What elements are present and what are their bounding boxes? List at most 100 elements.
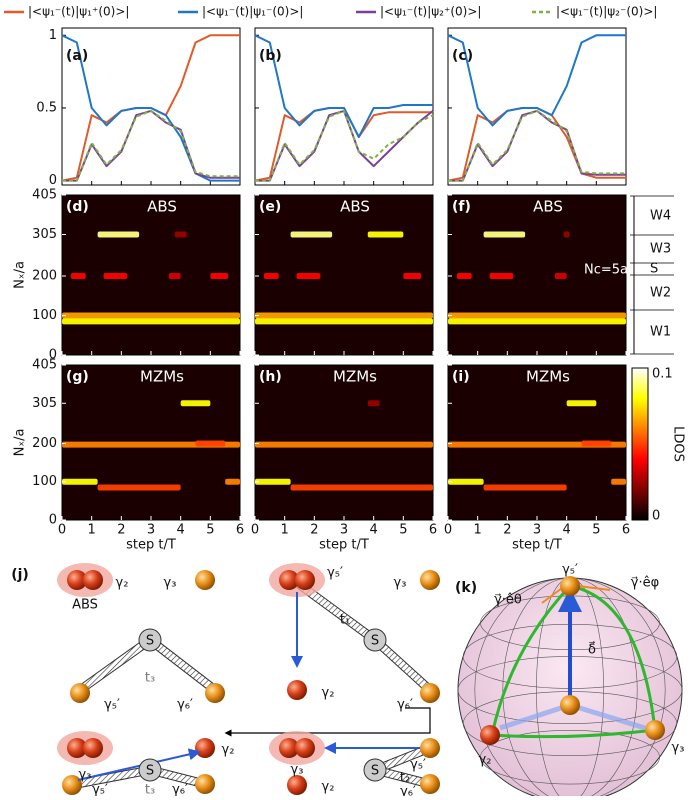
x-tick-label: 2	[310, 523, 318, 538]
sphere-label: (k)	[455, 580, 477, 596]
ldos-band	[367, 231, 404, 238]
x-tick-label: 5	[399, 523, 407, 538]
ldos-band	[403, 272, 422, 279]
y-tick-label: 305	[32, 227, 57, 242]
x-tick-label: 4	[177, 523, 185, 538]
y-tick-label: 1	[49, 28, 57, 43]
diagram-label: t₂	[400, 771, 410, 786]
ldos-band	[210, 272, 229, 279]
colorbar-tick-label: 0.1	[652, 367, 673, 382]
plot-frame	[447, 27, 627, 186]
ldos-band	[448, 312, 626, 319]
region-label: S	[650, 262, 658, 277]
nc-label: Nc=5a	[584, 263, 628, 278]
y-tick-label: 405	[32, 188, 57, 203]
diagram-label: γ₆′	[397, 698, 413, 713]
panel-label: (g)	[66, 369, 89, 385]
x-tick-label: 4	[370, 523, 378, 538]
diagram-label: γ₅′	[104, 698, 120, 713]
region-label: W1	[650, 325, 671, 340]
x-tick-label: 5	[206, 523, 214, 538]
ldos-band	[255, 441, 433, 448]
ldos-band	[97, 484, 181, 491]
ldos-band	[103, 272, 128, 279]
diagram-label: t₃	[145, 671, 155, 686]
ldos-band	[255, 318, 433, 325]
y-tick-label: 305	[32, 396, 57, 411]
rod-fill	[297, 582, 378, 643]
majorana-ball	[560, 576, 580, 596]
ldos-band	[456, 272, 472, 279]
diagram-label: γ₃	[79, 768, 92, 783]
majorana-ball	[195, 774, 215, 794]
sphere-label: δ⃗	[588, 641, 596, 657]
majorana-ball	[480, 725, 500, 745]
ldos-band	[70, 272, 86, 279]
panel-label: (b)	[259, 48, 282, 64]
diagram-label: γ₂	[116, 576, 129, 591]
legend-label: |<ψ₁⁻(t)|ψ₁⁻(0)>|	[202, 5, 303, 19]
y-tick-label: 100	[32, 308, 57, 323]
legend-label: |<ψ₁⁻(t)|ψ₁⁺(0)>|	[28, 5, 129, 19]
x-tick-label: 0	[251, 523, 259, 538]
panel-tag: ABS	[533, 198, 563, 216]
ldos-band	[180, 400, 211, 407]
ldos-band	[290, 484, 433, 491]
majorana-ball	[67, 570, 87, 590]
majorana-ball	[70, 683, 90, 703]
region-label: W4	[650, 209, 671, 224]
majorana-ball	[279, 738, 299, 758]
x-tick-label: 3	[147, 523, 155, 538]
majorana-ball	[205, 683, 225, 703]
ldos-band	[255, 478, 291, 485]
majorana-ball	[67, 738, 87, 758]
majorana-ball	[420, 570, 440, 590]
plot-frame	[61, 27, 241, 186]
series-line	[447, 34, 626, 127]
ldos-band	[62, 478, 98, 485]
x-tick-label: 3	[340, 523, 348, 538]
sphere-label: γ⃗·êθ	[494, 593, 522, 608]
panel-tag: MZMs	[140, 368, 184, 386]
diagram-label: γ₃	[394, 576, 407, 591]
majorana-ball	[83, 738, 103, 758]
rod-fill	[372, 637, 433, 693]
ldos-band	[448, 478, 484, 485]
heatmap-bg	[447, 194, 627, 356]
ldos-band	[581, 440, 612, 447]
series-line	[255, 109, 434, 182]
diagram-label: γ₂	[322, 780, 335, 795]
majorana-ball	[279, 570, 299, 590]
series-line	[254, 34, 433, 138]
panel-tag: MZMs	[333, 368, 377, 386]
x-tick-label: 2	[503, 523, 511, 538]
ldos-band	[263, 272, 279, 279]
ldos-band	[367, 400, 380, 407]
ephi-arrow	[577, 585, 611, 591]
diagram-label: γ₂	[222, 743, 235, 758]
panel-label: (e)	[259, 199, 281, 215]
panel-k: (k) γ₅′ γ₂ γ₃ γ⃗·êφ γ⃗·êθ δ⃗	[455, 563, 684, 800]
sphere-label: γ₂	[479, 753, 492, 768]
ldos-band	[195, 440, 226, 447]
ldos-band	[296, 272, 321, 279]
x-axis-label: step t/T	[512, 538, 562, 553]
x-tick-label: 1	[281, 523, 289, 538]
series-line	[448, 109, 626, 182]
majorana-ball	[195, 738, 215, 758]
x-axis-label: step t/T	[319, 538, 369, 553]
junction	[363, 628, 387, 652]
diagram-label: ABS	[72, 598, 98, 613]
junction-label: S	[146, 764, 154, 779]
exchange-arrow	[77, 748, 201, 781]
panel-label: (a)	[66, 48, 88, 64]
ldos-band	[566, 400, 597, 407]
legend-label: |<ψ₁⁻(t)|ψ₂⁺(0)>|	[380, 5, 481, 19]
y-tick-label: 100	[32, 474, 57, 489]
majorana-ball	[83, 570, 103, 590]
diagram-label: γ₃	[291, 763, 304, 778]
y-tick-label: 0	[49, 513, 57, 528]
diagram-label: γ₆′	[400, 785, 416, 797]
colorbar-tick-label: 0	[652, 509, 660, 524]
